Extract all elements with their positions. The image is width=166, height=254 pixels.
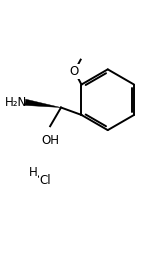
Text: OH: OH — [41, 134, 59, 147]
Text: H₂N: H₂N — [4, 96, 27, 109]
Text: H: H — [29, 166, 37, 180]
Text: Cl: Cl — [40, 174, 51, 187]
Polygon shape — [25, 99, 61, 107]
Text: O: O — [70, 65, 79, 78]
